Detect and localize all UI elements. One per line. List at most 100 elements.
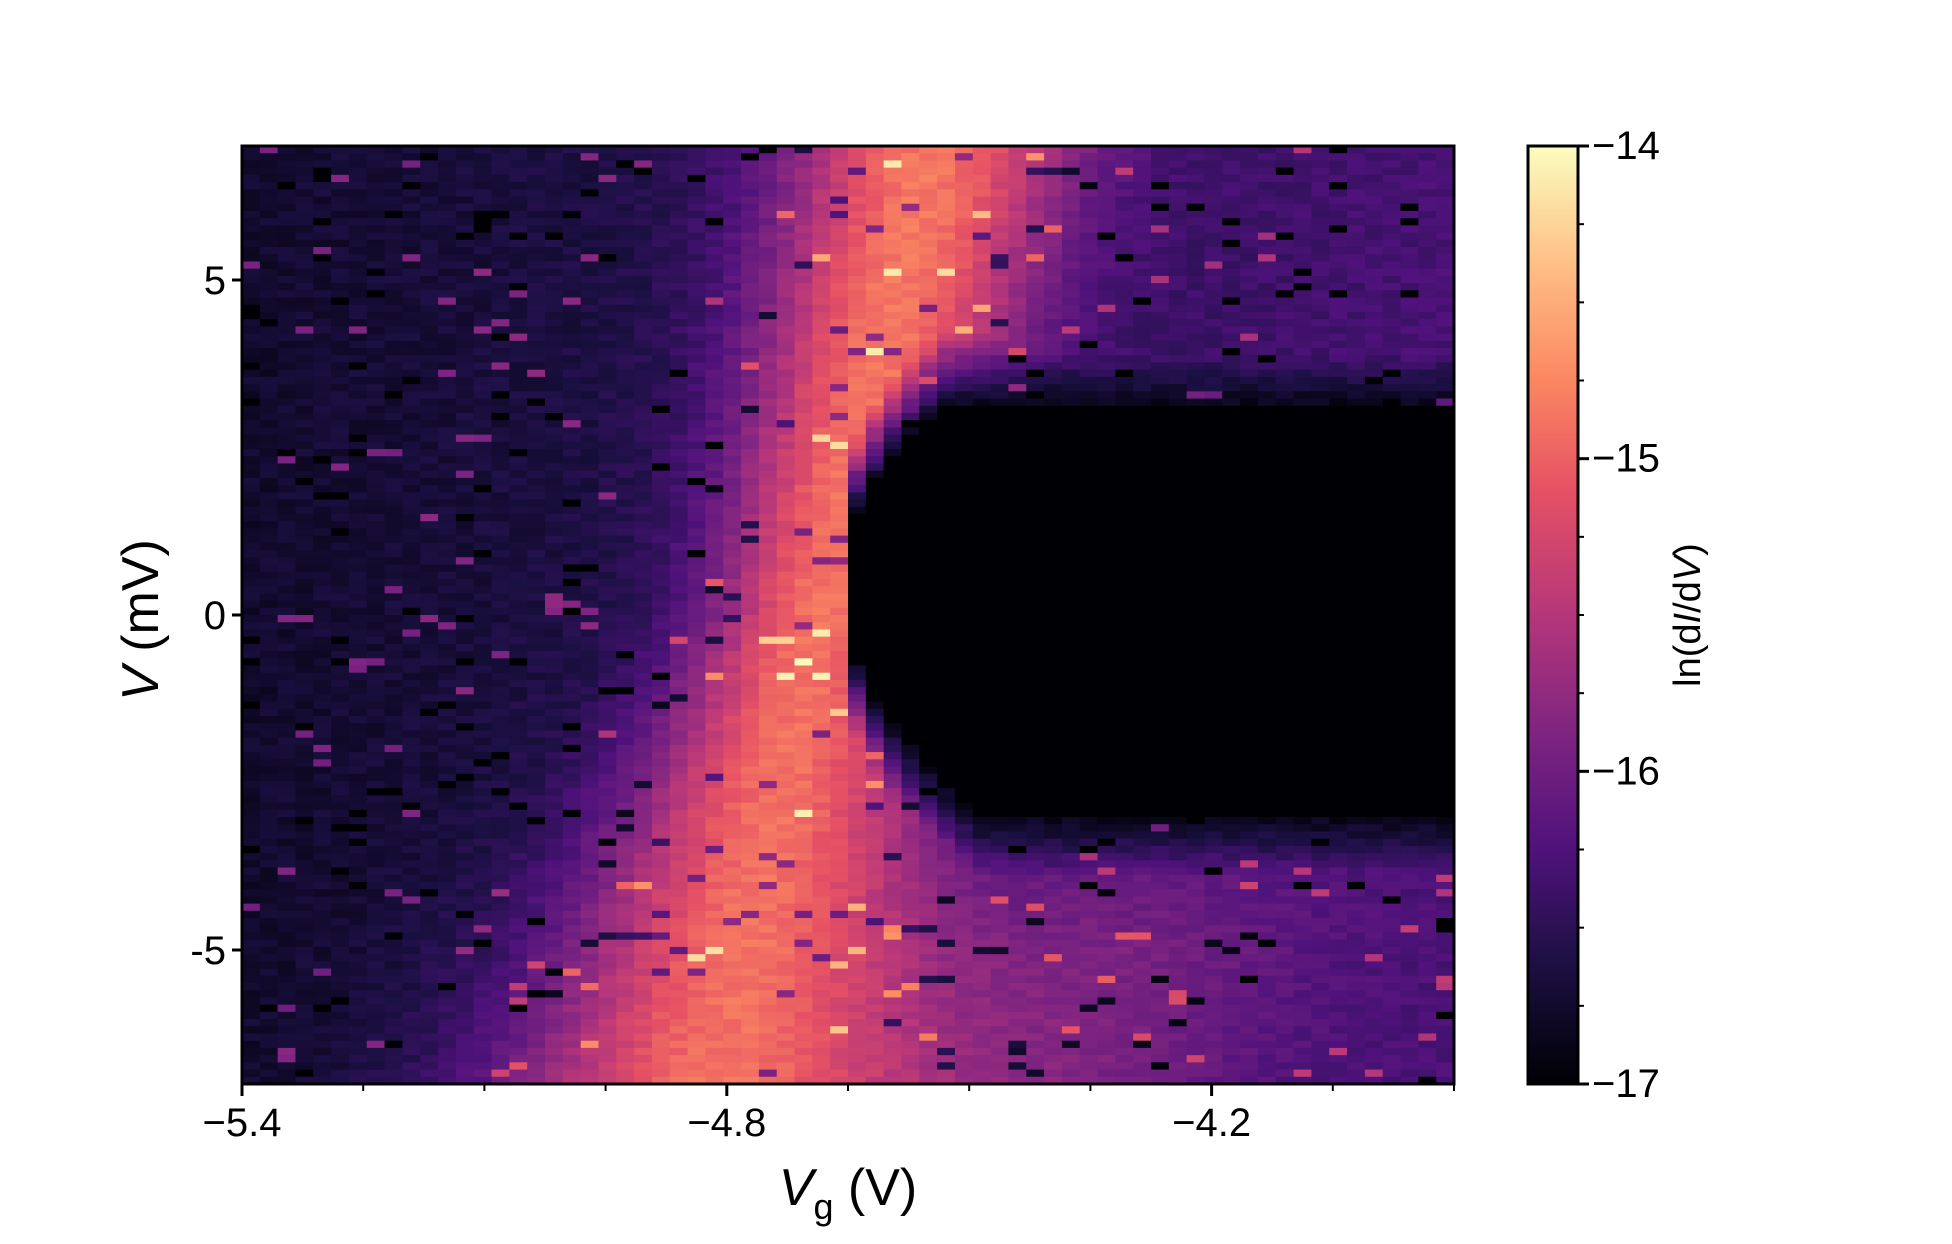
heatmap-cell: [1293, 174, 1313, 183]
heatmap-cell: [1204, 542, 1223, 551]
heatmap-cell: [651, 672, 671, 681]
heatmap-cell: [384, 564, 404, 573]
heatmap-cell: [545, 182, 564, 190]
heatmap-cell: [277, 412, 297, 421]
heatmap-cell: [1382, 636, 1402, 645]
heatmap-cell: [545, 636, 564, 645]
heatmap-cell: [1311, 405, 1330, 414]
heatmap-cell: [776, 434, 796, 443]
heatmap-cell: [723, 629, 742, 638]
heatmap-cell: [562, 174, 582, 183]
heatmap-cell: [1382, 412, 1402, 421]
heatmap-cell: [580, 658, 600, 667]
heatmap-cell: [1222, 615, 1241, 623]
heatmap-cell: [473, 218, 493, 226]
heatmap-cell: [242, 196, 261, 205]
heatmap-cell: [901, 196, 920, 205]
heatmap-cell: [937, 477, 956, 486]
heatmap-cell: [348, 485, 368, 493]
heatmap-cell: [1436, 196, 1455, 205]
heatmap-cell: [1347, 326, 1366, 335]
heatmap-cell: [384, 218, 404, 226]
heatmap-cell: [865, 362, 885, 371]
heatmap-cell: [1257, 528, 1277, 537]
heatmap-cell: [883, 607, 903, 616]
heatmap-cell: [616, 348, 635, 356]
heatmap-cell: [1347, 427, 1366, 436]
heatmap-cell: [242, 463, 261, 472]
heatmap-cell: [1133, 239, 1152, 248]
heatmap-cell: [438, 643, 457, 652]
heatmap-cell: [990, 586, 1010, 594]
heatmap-cell: [1222, 369, 1241, 378]
heatmap-cell: [1382, 333, 1402, 342]
heatmap-cell: [954, 658, 974, 667]
heatmap-cell: [687, 506, 707, 515]
heatmap-cell: [1115, 319, 1134, 327]
heatmap-cell: [1044, 326, 1063, 335]
heatmap-cell: [669, 182, 689, 190]
heatmap-cell: [901, 311, 920, 320]
heatmap-cell: [348, 225, 368, 234]
heatmap-cell: [331, 535, 350, 544]
heatmap-cell: [1204, 492, 1223, 501]
heatmap-cell: [758, 658, 778, 667]
heatmap-cell: [1293, 254, 1313, 263]
heatmap-cell: [1293, 615, 1313, 623]
heatmap-cell: [1079, 203, 1099, 212]
heatmap-cell: [259, 146, 279, 154]
heatmap-cell: [954, 463, 974, 472]
heatmap-cell: [1418, 665, 1437, 674]
heatmap-cell: [1311, 247, 1330, 255]
heatmap-cell: [937, 427, 956, 436]
heatmap-cell: [1044, 239, 1063, 248]
heatmap-cell: [277, 304, 297, 313]
heatmap-cell: [919, 174, 938, 183]
heatmap-cell: [348, 304, 368, 313]
heatmap-cell: [883, 578, 903, 587]
heatmap-cell: [295, 550, 314, 558]
heatmap-cell: [295, 485, 314, 493]
heatmap-cell: [1008, 463, 1027, 472]
heatmap-cell: [259, 153, 279, 162]
heatmap-cell: [1436, 355, 1455, 364]
heatmap-cell: [741, 571, 760, 580]
heatmap-cell: [1364, 578, 1384, 587]
heatmap-cell: [651, 586, 671, 594]
heatmap-cell: [794, 182, 813, 190]
heatmap-cell: [384, 304, 404, 313]
heatmap-cell: [990, 225, 1010, 234]
heatmap-cell: [1329, 247, 1348, 255]
heatmap-cell: [1097, 326, 1116, 335]
heatmap-cell: [384, 470, 404, 479]
heatmap-cell: [1418, 203, 1437, 212]
heatmap-cell: [723, 376, 742, 385]
heatmap-cell: [384, 571, 404, 580]
heatmap-cell: [651, 369, 671, 378]
heatmap-cell: [259, 283, 279, 291]
heatmap-cell: [277, 340, 297, 349]
heatmap-cell: [1257, 340, 1277, 349]
heatmap-cell: [1204, 283, 1223, 291]
heatmap-cell: [1008, 268, 1027, 277]
heatmap-cell: [865, 643, 885, 652]
heatmap-cell: [937, 384, 956, 392]
heatmap-cell: [758, 434, 778, 443]
heatmap-cell: [527, 550, 546, 558]
heatmap-cell: [259, 528, 279, 537]
heatmap-cell: [1418, 146, 1437, 154]
heatmap-cell: [1364, 304, 1384, 313]
heatmap-cell: [598, 593, 617, 602]
heatmap-cell: [1382, 297, 1402, 306]
heatmap-cell: [954, 268, 974, 277]
heatmap-cell: [1418, 391, 1437, 400]
heatmap-cell: [1222, 319, 1241, 327]
heatmap-cell: [580, 564, 600, 573]
heatmap-cell: [1115, 384, 1134, 392]
heatmap-cell: [473, 600, 493, 609]
heatmap-cell: [1008, 506, 1027, 515]
heatmap-cell: [348, 665, 368, 674]
heatmap-cell: [883, 528, 903, 537]
heatmap-cell: [776, 311, 796, 320]
heatmap-cell: [242, 550, 261, 558]
